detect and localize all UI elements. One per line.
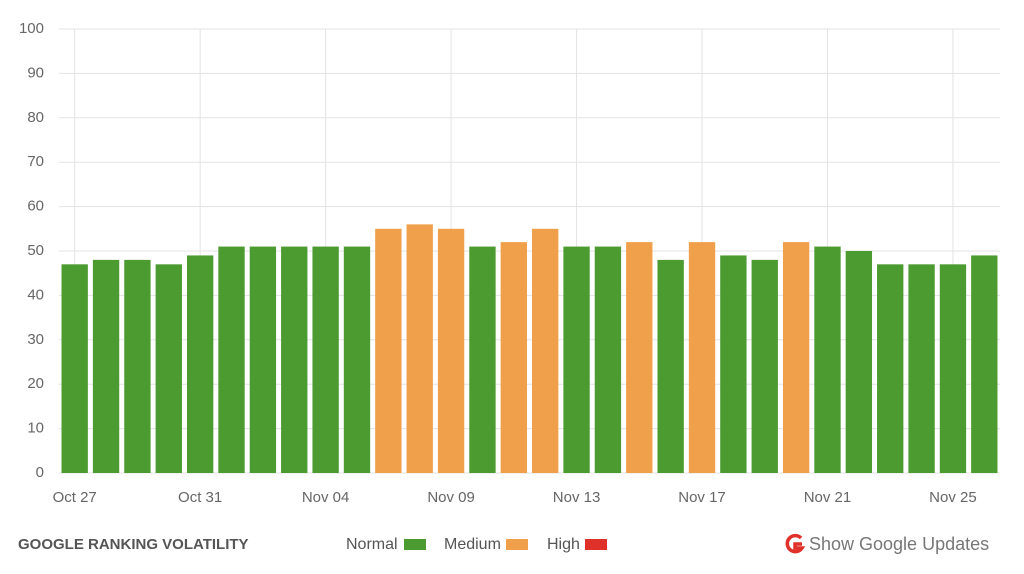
y-tick-label: 100 bbox=[19, 20, 44, 37]
bar bbox=[908, 264, 935, 473]
bar bbox=[469, 246, 496, 473]
bar bbox=[751, 259, 778, 473]
x-tick-label: Nov 13 bbox=[553, 489, 601, 506]
y-tick-label: 90 bbox=[27, 64, 44, 81]
bar bbox=[939, 264, 967, 473]
bar bbox=[218, 246, 245, 473]
y-tick-label: 70 bbox=[27, 153, 44, 170]
x-tick-label: Nov 21 bbox=[804, 489, 852, 506]
bar bbox=[845, 251, 873, 473]
legend-label: Normal bbox=[346, 536, 398, 553]
bar bbox=[688, 242, 716, 473]
updates-button[interactable]: Show Google Updates bbox=[785, 533, 989, 554]
bar bbox=[720, 255, 747, 473]
bar bbox=[626, 242, 653, 473]
bar bbox=[437, 228, 465, 473]
bar bbox=[782, 242, 810, 473]
bar bbox=[406, 224, 433, 473]
google-icon bbox=[785, 533, 806, 554]
x-tick-label: Nov 17 bbox=[678, 489, 726, 506]
legend-swatch bbox=[404, 539, 426, 550]
legend-label: High bbox=[547, 536, 580, 553]
bar bbox=[814, 246, 841, 473]
bar bbox=[92, 259, 120, 473]
bar bbox=[500, 242, 527, 473]
bar bbox=[186, 255, 214, 473]
bar bbox=[124, 259, 151, 473]
x-tick-label: Oct 27 bbox=[53, 489, 97, 506]
y-tick-label: 10 bbox=[27, 420, 44, 437]
legend-label: Medium bbox=[444, 536, 501, 553]
y-tick-label: 50 bbox=[27, 242, 44, 259]
button-label[interactable]: Show Google Updates bbox=[809, 534, 989, 554]
bar bbox=[249, 246, 277, 473]
y-tick-label: 80 bbox=[27, 109, 44, 126]
bar bbox=[155, 264, 182, 473]
y-tick-label: 40 bbox=[27, 286, 44, 303]
bar bbox=[61, 264, 88, 473]
bar bbox=[532, 228, 559, 473]
bar bbox=[971, 255, 998, 473]
bar bbox=[594, 246, 622, 473]
y-tick-label: 60 bbox=[27, 198, 44, 215]
x-tick-label: Nov 04 bbox=[302, 489, 350, 506]
legend-swatch bbox=[506, 539, 528, 550]
chart-title: GOOGLE RANKING VOLATILITY bbox=[18, 536, 249, 553]
bar bbox=[281, 246, 308, 473]
y-tick-label: 20 bbox=[27, 375, 44, 392]
bar bbox=[343, 246, 371, 473]
bar bbox=[375, 228, 402, 473]
bar bbox=[877, 264, 904, 473]
x-tick-label: Oct 31 bbox=[178, 489, 222, 506]
y-tick-label: 30 bbox=[27, 331, 44, 348]
bar bbox=[563, 246, 590, 473]
bar bbox=[657, 259, 684, 473]
x-tick-label: Nov 09 bbox=[427, 489, 475, 506]
legend-swatch bbox=[585, 539, 607, 550]
y-tick-label: 0 bbox=[36, 464, 44, 481]
bar bbox=[312, 246, 339, 473]
x-tick-label: Nov 25 bbox=[929, 489, 977, 506]
